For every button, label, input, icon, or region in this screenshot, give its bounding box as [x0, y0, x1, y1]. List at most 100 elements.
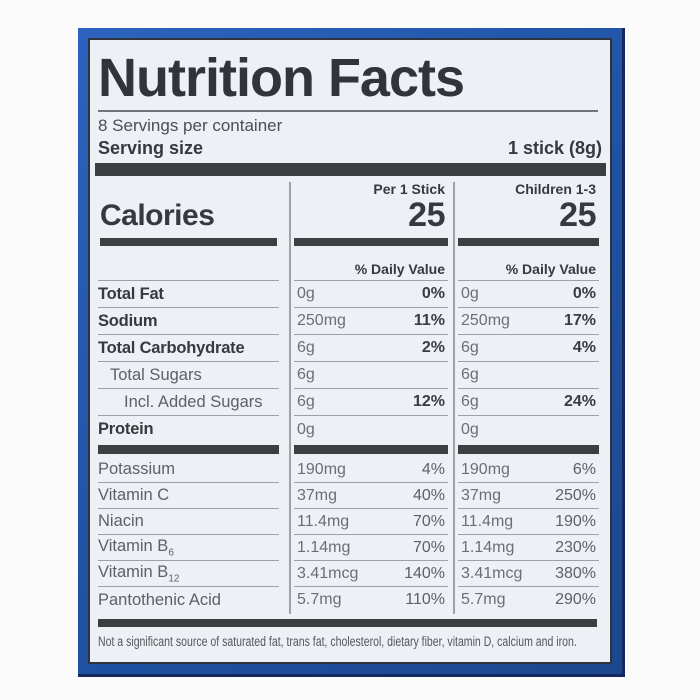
servings-per-container: 8 Servings per container — [98, 116, 283, 135]
daily-value-spacer — [98, 255, 279, 281]
nutrient-name: Vitamin B6 — [98, 536, 174, 559]
dv-children: 24% — [563, 393, 596, 410]
amount-per-stick: 37mg — [297, 486, 338, 504]
calories-underline-3 — [458, 238, 599, 246]
dv-children: 0% — [572, 285, 596, 302]
subscript: 6 — [168, 547, 174, 559]
dv-children: 6% — [572, 460, 596, 478]
nutrient-name: Protein — [98, 420, 154, 438]
nutrient-name: Incl. Added Sugars — [124, 392, 263, 411]
row-protein: Protein 0g 0g — [90, 416, 610, 443]
package-blue-frame: Nutrition Facts 8 Servings per container… — [78, 28, 625, 677]
row-vitamin-b12: Vitamin B12 3.41mcg 140% 3.41mcg 380% — [90, 561, 610, 587]
row-total-sugars: Total Sugars 6g 6g — [90, 362, 610, 389]
amount-children: 6g — [461, 366, 479, 383]
column-header-children: Children 1-3 — [515, 181, 596, 197]
dv-children: 290% — [555, 591, 596, 608]
amount-children: 0g — [461, 285, 479, 302]
row-vitamin-c: Vitamin C 37mg 40% 37mg 250% — [90, 483, 610, 509]
amount-per-stick: 6g — [297, 366, 315, 383]
serving-size-value: 1 stick (8g) — [507, 138, 602, 158]
section-bar-bottom — [98, 619, 597, 627]
dv-per-stick: 70% — [412, 538, 445, 556]
serving-size-row: Serving size 1 stick (8g) — [98, 137, 602, 159]
nutrient-name: Total Fat — [98, 284, 164, 303]
amount-per-stick: 6g — [297, 339, 315, 356]
dv-children: 250% — [555, 486, 596, 504]
amount-children: 250mg — [461, 312, 510, 329]
amount-children: 5.7mg — [461, 591, 506, 608]
dv-per-stick: 2% — [421, 339, 445, 356]
column-header-per-stick: Per 1 Stick — [373, 181, 445, 197]
amount-per-stick: 3.41mcg — [297, 564, 359, 582]
dv-children: 230% — [555, 538, 596, 556]
dv-per-stick: 140% — [404, 564, 445, 582]
nutrient-name: Potassium — [98, 460, 176, 478]
panel-title: Nutrition Facts — [98, 48, 465, 108]
amount-children: 6g — [461, 393, 479, 410]
amount-children: 6g — [461, 339, 479, 356]
amount-per-stick: 190mg — [297, 460, 346, 478]
calories-spacer — [98, 176, 279, 197]
nutrient-name: Total Sugars — [110, 365, 202, 384]
bar-segment — [294, 445, 448, 454]
dv-per-stick: 70% — [412, 512, 445, 530]
amount-children: 11.4mg — [461, 512, 514, 530]
amount-per-stick: 6g — [297, 393, 315, 410]
serving-size-label: Serving size — [98, 138, 204, 158]
amount-children: 0g — [461, 420, 479, 438]
row-total-fat: Total Fat 0g 0% 0g 0% — [90, 281, 610, 308]
section-bar-top — [95, 163, 606, 176]
bar-segment — [458, 445, 599, 454]
row-sodium: Sodium 250mg 11% 250mg 17% — [90, 308, 610, 335]
subscript: 12 — [168, 573, 180, 585]
calories-value-children: 25 — [559, 196, 596, 234]
footnote: Not a significant source of saturated fa… — [98, 634, 577, 649]
row-pantothenic-acid: Pantothenic Acid 5.7mg 110% 5.7mg 290% — [90, 587, 610, 613]
amount-children: 190mg — [461, 460, 510, 478]
calories-value-per-stick: 25 — [408, 196, 445, 234]
nutrient-name: Vitamin C — [98, 486, 170, 504]
amount-children: 1.14mg — [461, 538, 515, 556]
daily-value-header-row: % Daily Value % Daily Value — [90, 255, 610, 281]
row-potassium: Potassium 190mg 4% 190mg 6% — [90, 457, 610, 483]
nutrient-name: Niacin — [98, 512, 144, 530]
amount-per-stick: 0g — [297, 285, 315, 302]
amount-per-stick: 5.7mg — [297, 591, 342, 608]
amount-per-stick: 1.14mg — [297, 538, 351, 556]
row-added-sugars: Incl. Added Sugars 6g 12% 6g 24% — [90, 389, 610, 416]
dv-per-stick: 11% — [413, 312, 445, 329]
dv-children: 17% — [563, 312, 596, 329]
dv-children: 380% — [555, 564, 596, 582]
dv-children: 4% — [572, 339, 596, 356]
amount-children: 37mg — [461, 486, 502, 504]
row-total-carbohydrate: Total Carbohydrate 6g 2% 6g 4% — [90, 335, 610, 362]
daily-value-label-children: % Daily Value — [458, 255, 599, 281]
daily-value-label-per-stick: % Daily Value — [294, 255, 448, 281]
nutrition-facts-panel: Nutrition Facts 8 Servings per container… — [88, 38, 612, 664]
dv-per-stick: 40% — [412, 486, 445, 504]
bar-segment — [98, 445, 279, 454]
nutrient-name: Vitamin B12 — [98, 562, 180, 585]
amount-per-stick: 11.4mg — [297, 512, 350, 530]
calories-label: Calories — [100, 199, 215, 232]
title-rule — [98, 110, 598, 112]
row-niacin: Niacin 11.4mg 70% 11.4mg 190% — [90, 509, 610, 535]
calories-underline-1 — [100, 238, 277, 246]
column-divider-2 — [453, 182, 455, 614]
dv-per-stick: 0% — [421, 285, 445, 302]
amount-per-stick: 250mg — [297, 312, 346, 329]
column-divider-1 — [289, 182, 291, 614]
amount-per-stick: 0g — [297, 420, 315, 438]
calories-underline-2 — [294, 238, 448, 246]
section-bar-middle — [90, 445, 610, 454]
nutrient-name: Pantothenic Acid — [98, 590, 221, 609]
nutrient-name: Total Carbohydrate — [98, 338, 245, 357]
dv-per-stick: 110% — [405, 591, 445, 608]
dv-per-stick: 12% — [412, 393, 445, 410]
row-vitamin-b6: Vitamin B6 1.14mg 70% 1.14mg 230% — [90, 535, 610, 561]
nutrient-name: Sodium — [98, 311, 158, 330]
dv-per-stick: 4% — [421, 460, 445, 478]
dv-children: 190% — [555, 512, 596, 530]
calories-section: Per 1 Stick Children 1-3 Calories 25 25 — [90, 176, 610, 246]
